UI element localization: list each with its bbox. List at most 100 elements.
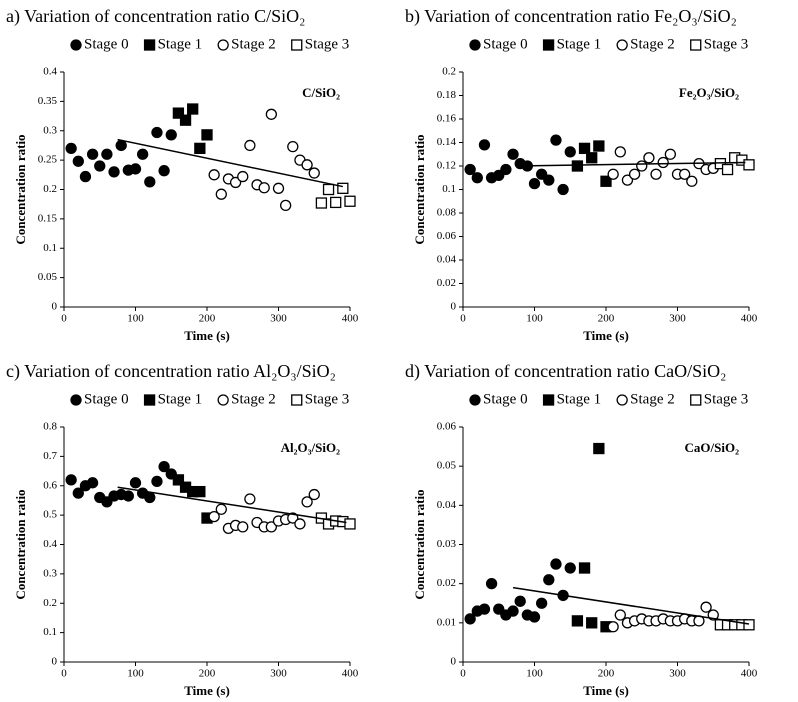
data-point [287, 512, 299, 524]
x-axis-label: Time (s) [184, 328, 230, 343]
data-point [614, 609, 626, 621]
data-point [478, 139, 491, 151]
data-point [279, 199, 292, 212]
legend-marker [542, 39, 555, 51]
data-point [158, 461, 170, 473]
data-point [101, 148, 113, 160]
y-tick-label: 0.02 [437, 277, 456, 289]
legend-marker [616, 39, 628, 51]
x-tick-label: 0 [460, 313, 466, 325]
annotation: Al₂O₃/SiO₂ [281, 440, 340, 455]
data-point [322, 183, 335, 196]
y-tick-label: 0.2 [43, 597, 57, 609]
y-tick-label: 0.25 [38, 154, 58, 166]
x-tick-label: 200 [598, 668, 615, 680]
data-point [86, 477, 99, 489]
legend-label: Stage 0 [84, 391, 129, 407]
data-point [144, 491, 156, 504]
data-point [678, 168, 691, 180]
data-point [172, 474, 185, 486]
x-tick-label: 400 [342, 668, 359, 680]
data-point [208, 510, 220, 523]
data-point [535, 597, 548, 609]
legend-label: Stage 1 [557, 36, 602, 52]
data-point [528, 611, 541, 623]
legend-marker [542, 394, 555, 406]
data-point [578, 562, 591, 574]
data-point [129, 477, 142, 489]
data-point [600, 175, 612, 187]
data-point [72, 487, 84, 499]
y-axis-label: Concentration ratio [412, 489, 427, 599]
data-point [478, 603, 491, 615]
chart-panel: c) Variation of concentration ratio Al₂O… [6, 361, 359, 698]
data-point [194, 142, 206, 155]
legend-label: Stage 3 [305, 391, 350, 407]
data-point [643, 152, 655, 164]
y-tick-label: 0.01 [437, 616, 456, 628]
legend-marker [291, 39, 303, 51]
data-point [151, 126, 163, 139]
data-point [265, 108, 278, 120]
y-tick-label: 0.08 [437, 207, 457, 219]
y-tick-label: 0.06 [437, 421, 457, 433]
x-tick-label: 0 [460, 668, 466, 680]
data-point [244, 493, 256, 505]
y-tick-label: 0.8 [43, 421, 57, 433]
y-tick-label: 0.4 [43, 66, 57, 78]
y-tick-label: 0.06 [437, 230, 457, 242]
x-tick-label: 300 [669, 313, 686, 325]
data-point [607, 168, 619, 180]
data-point [571, 615, 584, 627]
data-point [337, 182, 349, 194]
x-tick-label: 400 [342, 313, 359, 325]
legend-marker [217, 394, 229, 406]
data-point [237, 170, 249, 183]
chart-panel: d) Variation of concentration ratio CaO/… [405, 361, 758, 698]
data-point [86, 148, 99, 160]
data-point [115, 139, 127, 152]
y-tick-label: 0.1 [43, 242, 57, 254]
y-tick-label: 0.18 [437, 89, 457, 101]
data-point [208, 169, 220, 181]
data-point [593, 140, 605, 152]
y-axis-label: Concentration ratio [13, 134, 28, 244]
data-point [500, 163, 512, 176]
data-point [144, 176, 156, 188]
data-point [136, 148, 149, 160]
legend-label: Stage 3 [704, 391, 749, 407]
data-point [94, 160, 106, 172]
data-point [172, 107, 185, 119]
data-point [122, 490, 135, 502]
y-tick-label: 0.04 [437, 254, 457, 266]
y-tick-label: 0.05 [38, 271, 58, 283]
data-point [528, 177, 541, 190]
x-tick-label: 200 [598, 313, 615, 325]
x-tick-label: 0 [61, 668, 67, 680]
data-point [485, 578, 498, 590]
y-tick-label: 0.05 [437, 460, 457, 472]
data-point [265, 521, 278, 533]
legend-marker [291, 394, 303, 406]
legend-marker [217, 39, 229, 51]
legend-marker [469, 394, 481, 406]
y-tick-label: 0 [451, 301, 457, 313]
data-point [101, 496, 113, 508]
data-point [72, 155, 84, 167]
y-tick-label: 0.03 [437, 538, 457, 550]
trend-line [117, 138, 344, 188]
chart-title: d) Variation of concentration ratio CaO/… [405, 361, 726, 382]
data-point [743, 619, 755, 631]
y-tick-label: 0.14 [437, 136, 457, 148]
data-point [586, 617, 598, 629]
y-axis-label: Concentration ratio [13, 489, 28, 599]
y-axis-label: Concentration ratio [412, 134, 427, 244]
data-point [158, 165, 170, 177]
data-point [464, 163, 476, 176]
y-tick-label: 0.3 [43, 124, 57, 136]
legend-marker [469, 39, 481, 51]
y-tick-label: 0.04 [437, 499, 457, 511]
chart-title: b) Variation of concentration ratio Fe₂O… [405, 6, 737, 27]
y-tick-label: 0.16 [437, 113, 457, 125]
